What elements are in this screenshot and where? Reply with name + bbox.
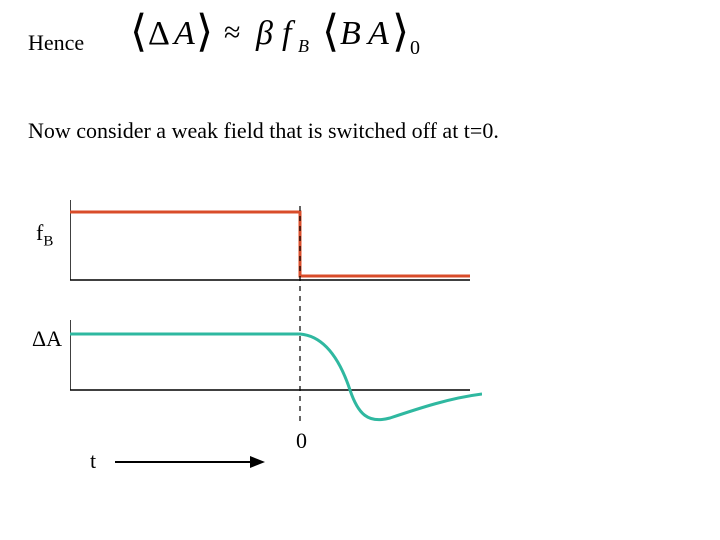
- time-axis-label: t: [90, 448, 96, 474]
- time-arrow-head: [250, 456, 265, 468]
- origin-zero: 0: [296, 428, 307, 453]
- t0-dashed-line: [0, 0, 720, 540]
- slide: Hence ⟨ Δ A ⟩ ≈ β f B ⟨ B A ⟩ 0 Now cons…: [0, 0, 720, 540]
- t-letter: t: [90, 448, 96, 473]
- origin-label: 0: [296, 428, 307, 454]
- time-arrow: [115, 452, 265, 472]
